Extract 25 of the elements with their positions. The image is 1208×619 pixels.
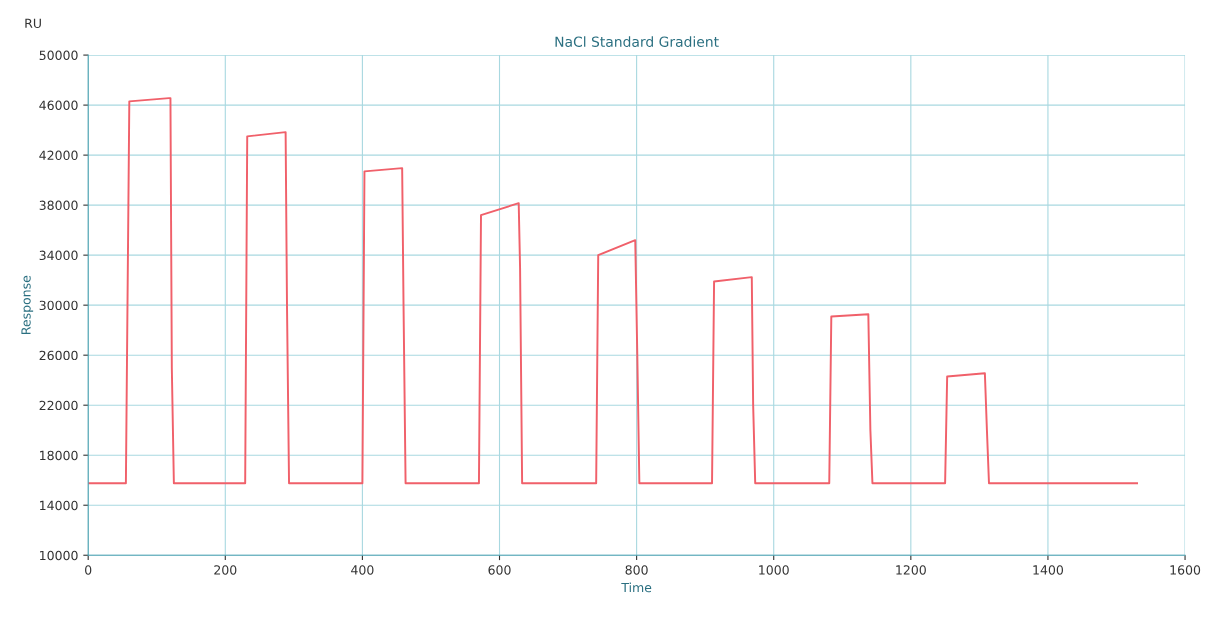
y-tick-label: 42000 [39,150,78,161]
y-tick-label: 50000 [39,50,78,61]
x-tick-label: 1400 [1033,565,1064,575]
y-tick-label: 10000 [40,550,78,561]
x-tick-label: 0 [85,565,92,575]
x-tick-label: 1000 [759,565,789,575]
y-tick-label: 46000 [39,100,78,111]
y-axis-title: Response [21,275,34,334]
x-tick-label: 1200 [896,565,926,575]
x-tick-label: 600 [488,565,511,575]
text: RU [25,18,41,29]
x-tick-label: 800 [625,565,648,575]
x-tick-label: 400 [351,565,374,575]
x-tick-label: 1600 [1170,565,1201,575]
y-tick-label: 34000 [39,250,78,261]
y-tick-label: 38000 [39,200,78,211]
x-tick-label: 200 [214,565,237,575]
y-tick-label: 30000 [39,300,78,311]
y-tick-label: 26000 [39,350,78,361]
y-tick-label: 14000 [40,500,78,511]
y-tick-label: 18000 [40,450,78,461]
chart-title: NaCl Standard Gradient [555,36,719,47]
y-tick-label: 22000 [39,400,78,411]
x-axis-title: Time [621,582,652,593]
line-series [88,97,1139,485]
